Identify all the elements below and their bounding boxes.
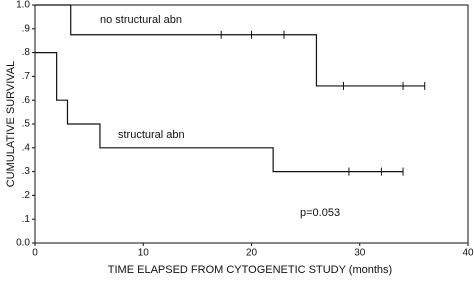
y-axis-title: CUMULATIVE SURVIVAL xyxy=(5,61,17,188)
x-tick-label: 0 xyxy=(32,248,38,259)
x-tick-label: 40 xyxy=(462,248,474,259)
x-tick-label: 30 xyxy=(354,248,366,259)
y-tick-label: .8 xyxy=(22,47,31,58)
y-tick-label: .1 xyxy=(22,214,31,225)
y-tick-label: 1.0 xyxy=(16,0,30,11)
survival-line xyxy=(35,52,404,173)
series-label: no structural abn xyxy=(100,14,182,26)
x-tick-label: 20 xyxy=(246,248,258,259)
y-tick-label: .9 xyxy=(22,23,31,34)
y-tick-label: .2 xyxy=(22,190,31,201)
x-axis-title: TIME ELAPSED FROM CYTOGENETIC STUDY (mon… xyxy=(108,264,392,276)
series-label: structural abn xyxy=(118,129,185,141)
y-tick-label: .3 xyxy=(22,166,31,177)
y-tick-label: .4 xyxy=(22,142,31,153)
y-tick-label: .5 xyxy=(22,119,31,130)
x-tick-label: 10 xyxy=(138,248,150,259)
annotation: p=0.053 xyxy=(300,207,340,219)
y-tick-label: 0.0 xyxy=(16,238,30,249)
survival-line xyxy=(35,4,425,87)
y-tick-label: .7 xyxy=(22,71,31,82)
y-tick-label: .6 xyxy=(22,95,31,106)
